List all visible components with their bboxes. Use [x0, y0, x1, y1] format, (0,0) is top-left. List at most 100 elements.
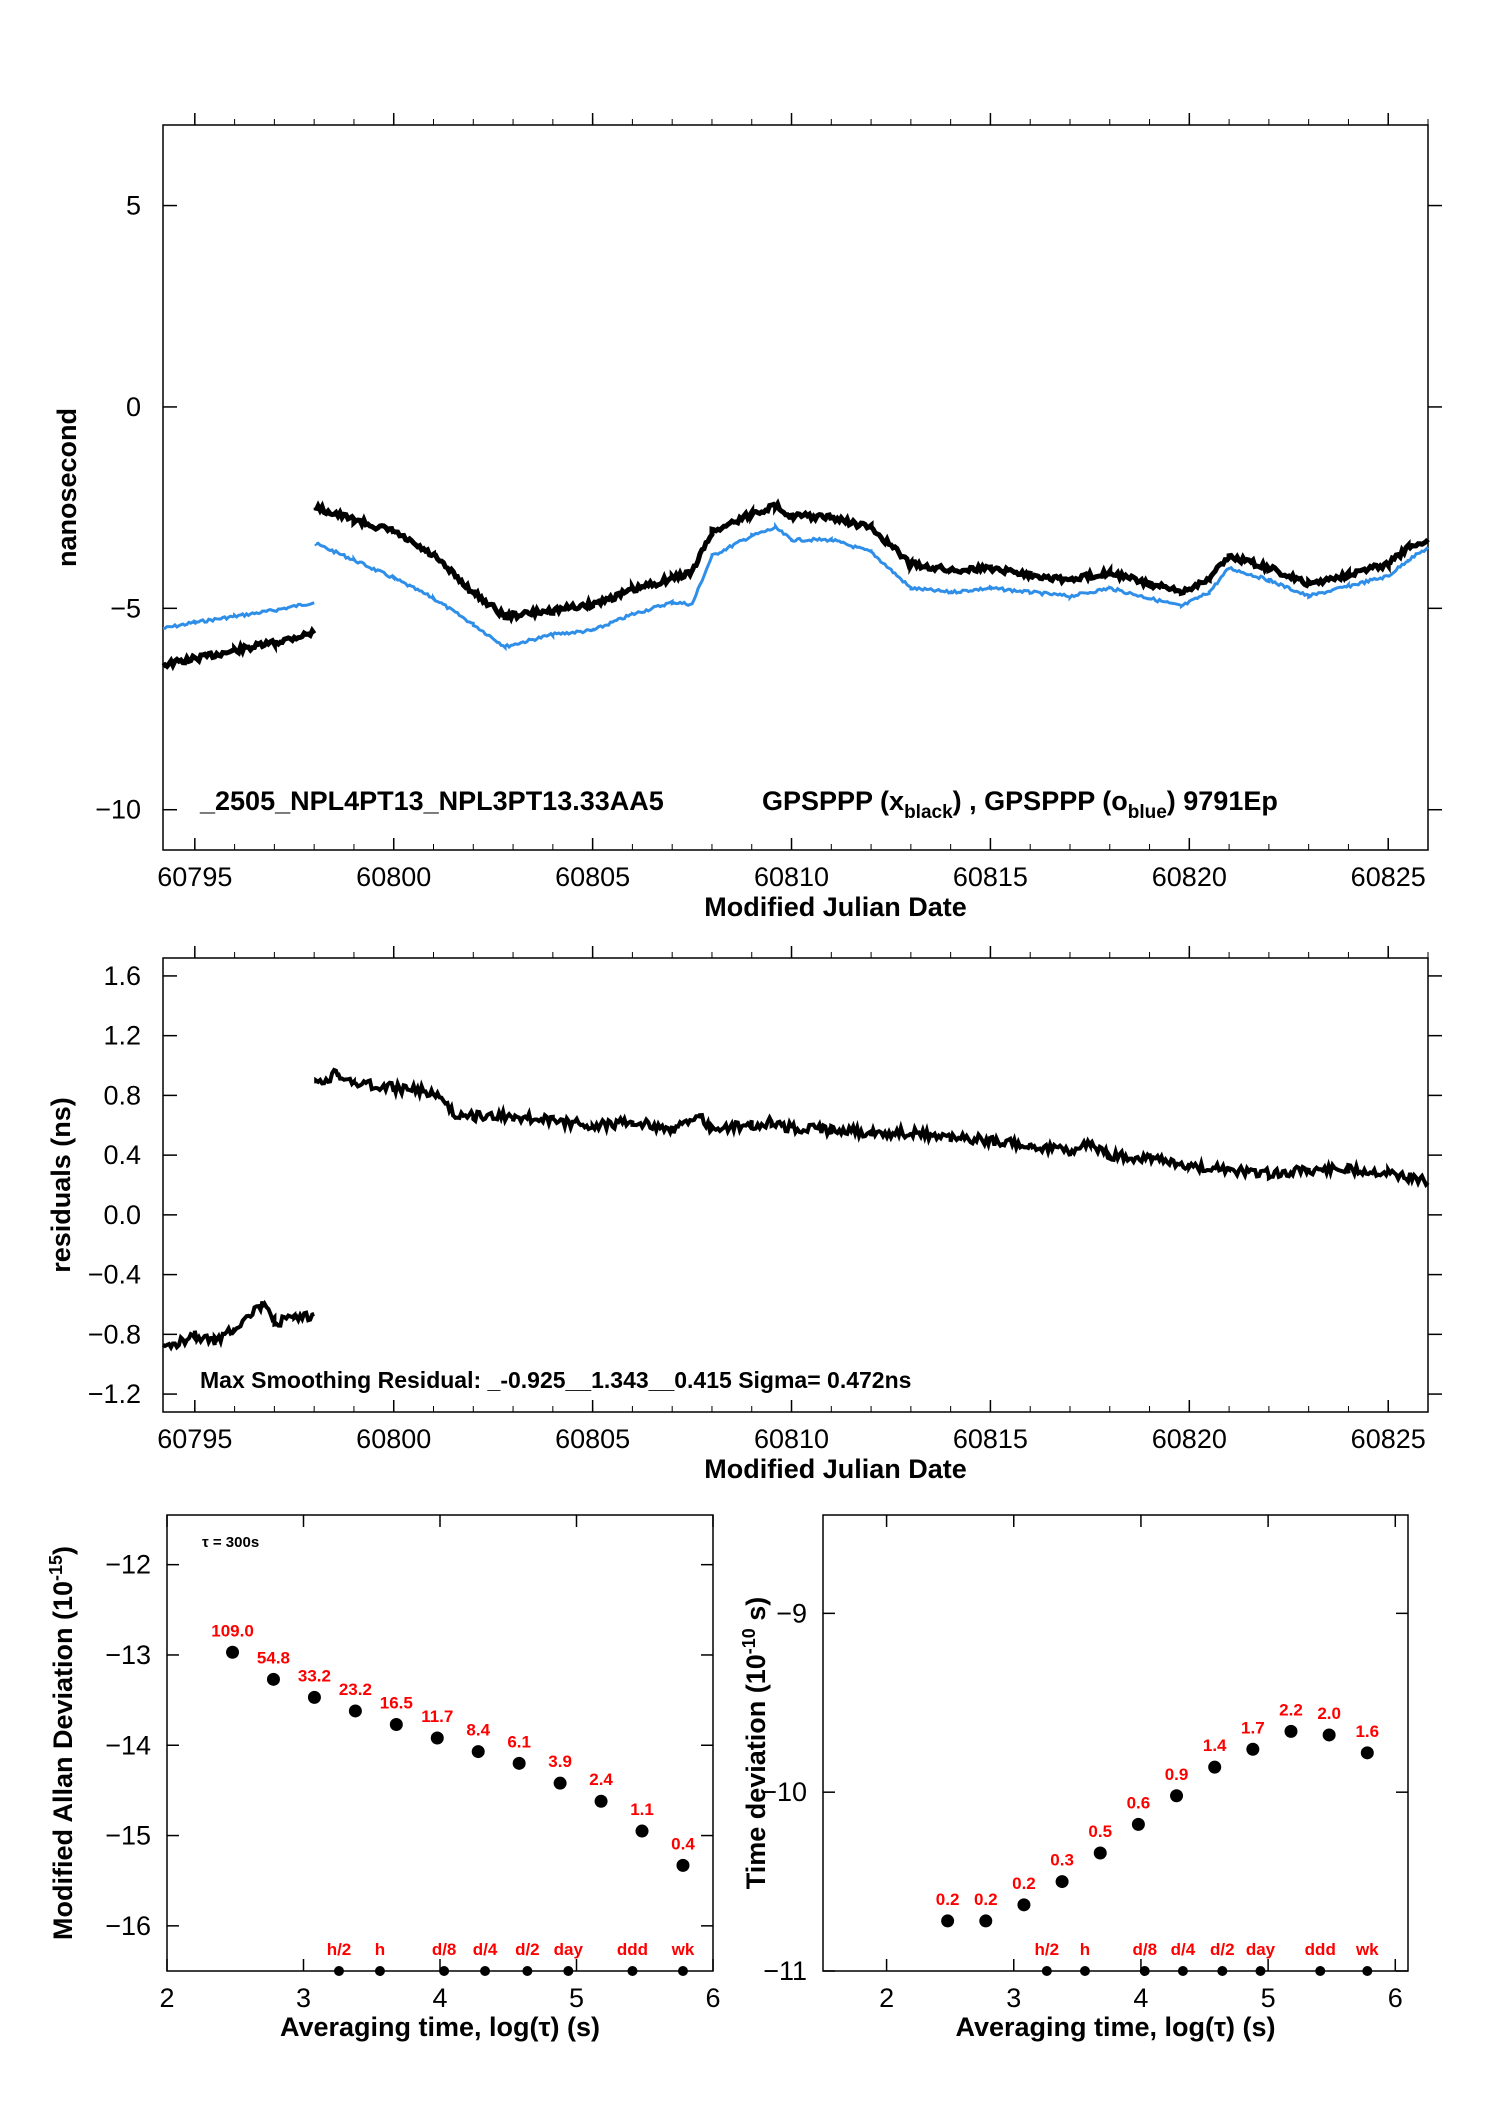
time-marker [1139, 1966, 1150, 1976]
y-tick-label: 0.8 [103, 1080, 141, 1110]
time-marker [1217, 1966, 1228, 1976]
data-label: 0.2 [936, 1890, 960, 1909]
y-tick-label: 1.6 [103, 961, 141, 991]
time-marker [1315, 1966, 1326, 1976]
data-point [1284, 1724, 1298, 1738]
plot-frame [162, 957, 1429, 1413]
data-point [1246, 1742, 1260, 1756]
data-label: 2.4 [589, 1770, 613, 1789]
time-marker-label: d/4 [1171, 1940, 1196, 1959]
y-tick-label: −10 [761, 1777, 807, 1807]
residuals-chart: 60795 60800 60805 60810 60815 60820 60825 1.6 1.… [46, 946, 1442, 1484]
x-tick-label: 3 [1006, 1983, 1021, 2013]
time-marker [480, 1966, 491, 1976]
x-tick-label: 60800 [356, 862, 431, 892]
x-tick-label: 60795 [157, 862, 232, 892]
y-tick-label: −10 [95, 795, 141, 825]
y-tick-label: −13 [105, 1640, 151, 1670]
data-point [1360, 1746, 1374, 1760]
y-tick-label: 5 [126, 191, 141, 221]
tdev-chart: 2 3 4 5 6 −9 −10 −11 Averaging time, log(τ) (s) T… [739, 1514, 1409, 2042]
data-label: 3.9 [548, 1752, 572, 1771]
time-marker [1255, 1966, 1266, 1976]
time-marker-label: day [1246, 1940, 1276, 1959]
residual-annotation: Max Smoothing Residual: _-0.925__1.343__… [200, 1367, 911, 1393]
data-label: 1.6 [1355, 1722, 1379, 1741]
data-point [1170, 1789, 1184, 1803]
x-tick-label: 60815 [953, 1424, 1028, 1454]
x-axis-label: Modified Julian Date [704, 1454, 967, 1484]
data-label: 23.2 [339, 1680, 372, 1699]
plot-frame [162, 124, 1429, 851]
data-point [1322, 1728, 1336, 1742]
time-marker-label: h [1080, 1940, 1090, 1959]
data-point [1093, 1846, 1107, 1860]
data-label: 1.4 [1203, 1736, 1227, 1755]
data-label: 1.7 [1241, 1718, 1265, 1737]
data-point [1131, 1817, 1145, 1831]
x-tick-label: 5 [1261, 1983, 1276, 2013]
data-point [1017, 1898, 1031, 1912]
data-point [676, 1858, 690, 1872]
data-label: 1.1 [630, 1800, 654, 1819]
x-tick-label: 60825 [1351, 1424, 1426, 1454]
x-tick-label: 60795 [157, 1424, 232, 1454]
y-tick-label: −0.8 [88, 1319, 141, 1349]
x-tick-label: 60820 [1152, 1424, 1227, 1454]
data-point [553, 1776, 567, 1790]
x-tick-label: 4 [1133, 1983, 1148, 2013]
data-point [307, 1690, 321, 1704]
series-line-black [161, 498, 1430, 672]
time-marker [522, 1966, 533, 1976]
x-tick-label: 60815 [953, 862, 1028, 892]
data-point [979, 1914, 993, 1928]
data-point [512, 1756, 526, 1770]
series-line-blue [162, 521, 1430, 652]
x-tick-label: 2 [159, 1983, 174, 2013]
y-axis-label: Modified Allan Deviation (10-15) [46, 1546, 78, 1940]
data-point [594, 1794, 608, 1808]
data-label: 0.4 [671, 1834, 695, 1853]
x-tick-label: 60805 [555, 1424, 630, 1454]
data-point [266, 1672, 280, 1686]
time-marker-label: h [375, 1940, 385, 1959]
data-point [430, 1731, 444, 1745]
data-label: 33.2 [298, 1666, 331, 1685]
time-marker-label: wk [671, 1940, 695, 1959]
data-point [1208, 1760, 1222, 1774]
y-tick-label: 0 [126, 392, 141, 422]
time-marker-label: wk [1355, 1940, 1379, 1959]
time-marker [627, 1966, 638, 1976]
data-label: 11.7 [421, 1707, 453, 1726]
time-marker-label: ddd [617, 1940, 648, 1959]
data-label: 2.2 [1279, 1700, 1303, 1719]
x-axis-label: Modified Julian Date [704, 892, 967, 922]
y-tick-label: −1.2 [88, 1379, 141, 1409]
y-tick-label: −0.4 [88, 1260, 141, 1290]
data-label: 0.9 [1165, 1765, 1189, 1784]
x-tick-label: 4 [432, 1983, 447, 2013]
time-marker [1079, 1966, 1090, 1976]
data-label: 0.3 [1050, 1851, 1074, 1870]
time-marker [1041, 1966, 1052, 1976]
time-marker [439, 1966, 450, 1976]
x-axis-label: Averaging time, log(τ) (s) [955, 2012, 1275, 2042]
data-point [389, 1717, 403, 1731]
phase-chart: 60795 60800 60805 60810 60815 60820 60825 5 0 −5 −… [52, 113, 1442, 922]
data-label: 0.2 [1012, 1874, 1036, 1893]
tau-annotation: τ = 300s [202, 1534, 259, 1551]
y-axis-label: residuals (ns) [46, 1097, 76, 1273]
y-tick-label: 1.2 [103, 1021, 141, 1051]
x-tick-label: 60825 [1351, 862, 1426, 892]
time-marker-label: d/2 [515, 1940, 540, 1959]
time-marker-label: d/2 [1210, 1940, 1235, 1959]
x-tick-label: 3 [296, 1983, 311, 2013]
y-tick-label: −11 [763, 1956, 807, 1986]
time-marker-label: ddd [1305, 1940, 1336, 1959]
plot-frame [822, 1514, 1409, 1972]
mdev-chart: 2 3 4 5 6 −12 −13 −14 −15 −16 Averaging time, log(… [46, 1514, 721, 2042]
y-axis-label: nanosecond [52, 408, 82, 567]
data-label: 8.4 [466, 1721, 490, 1740]
time-marker [1177, 1966, 1188, 1976]
